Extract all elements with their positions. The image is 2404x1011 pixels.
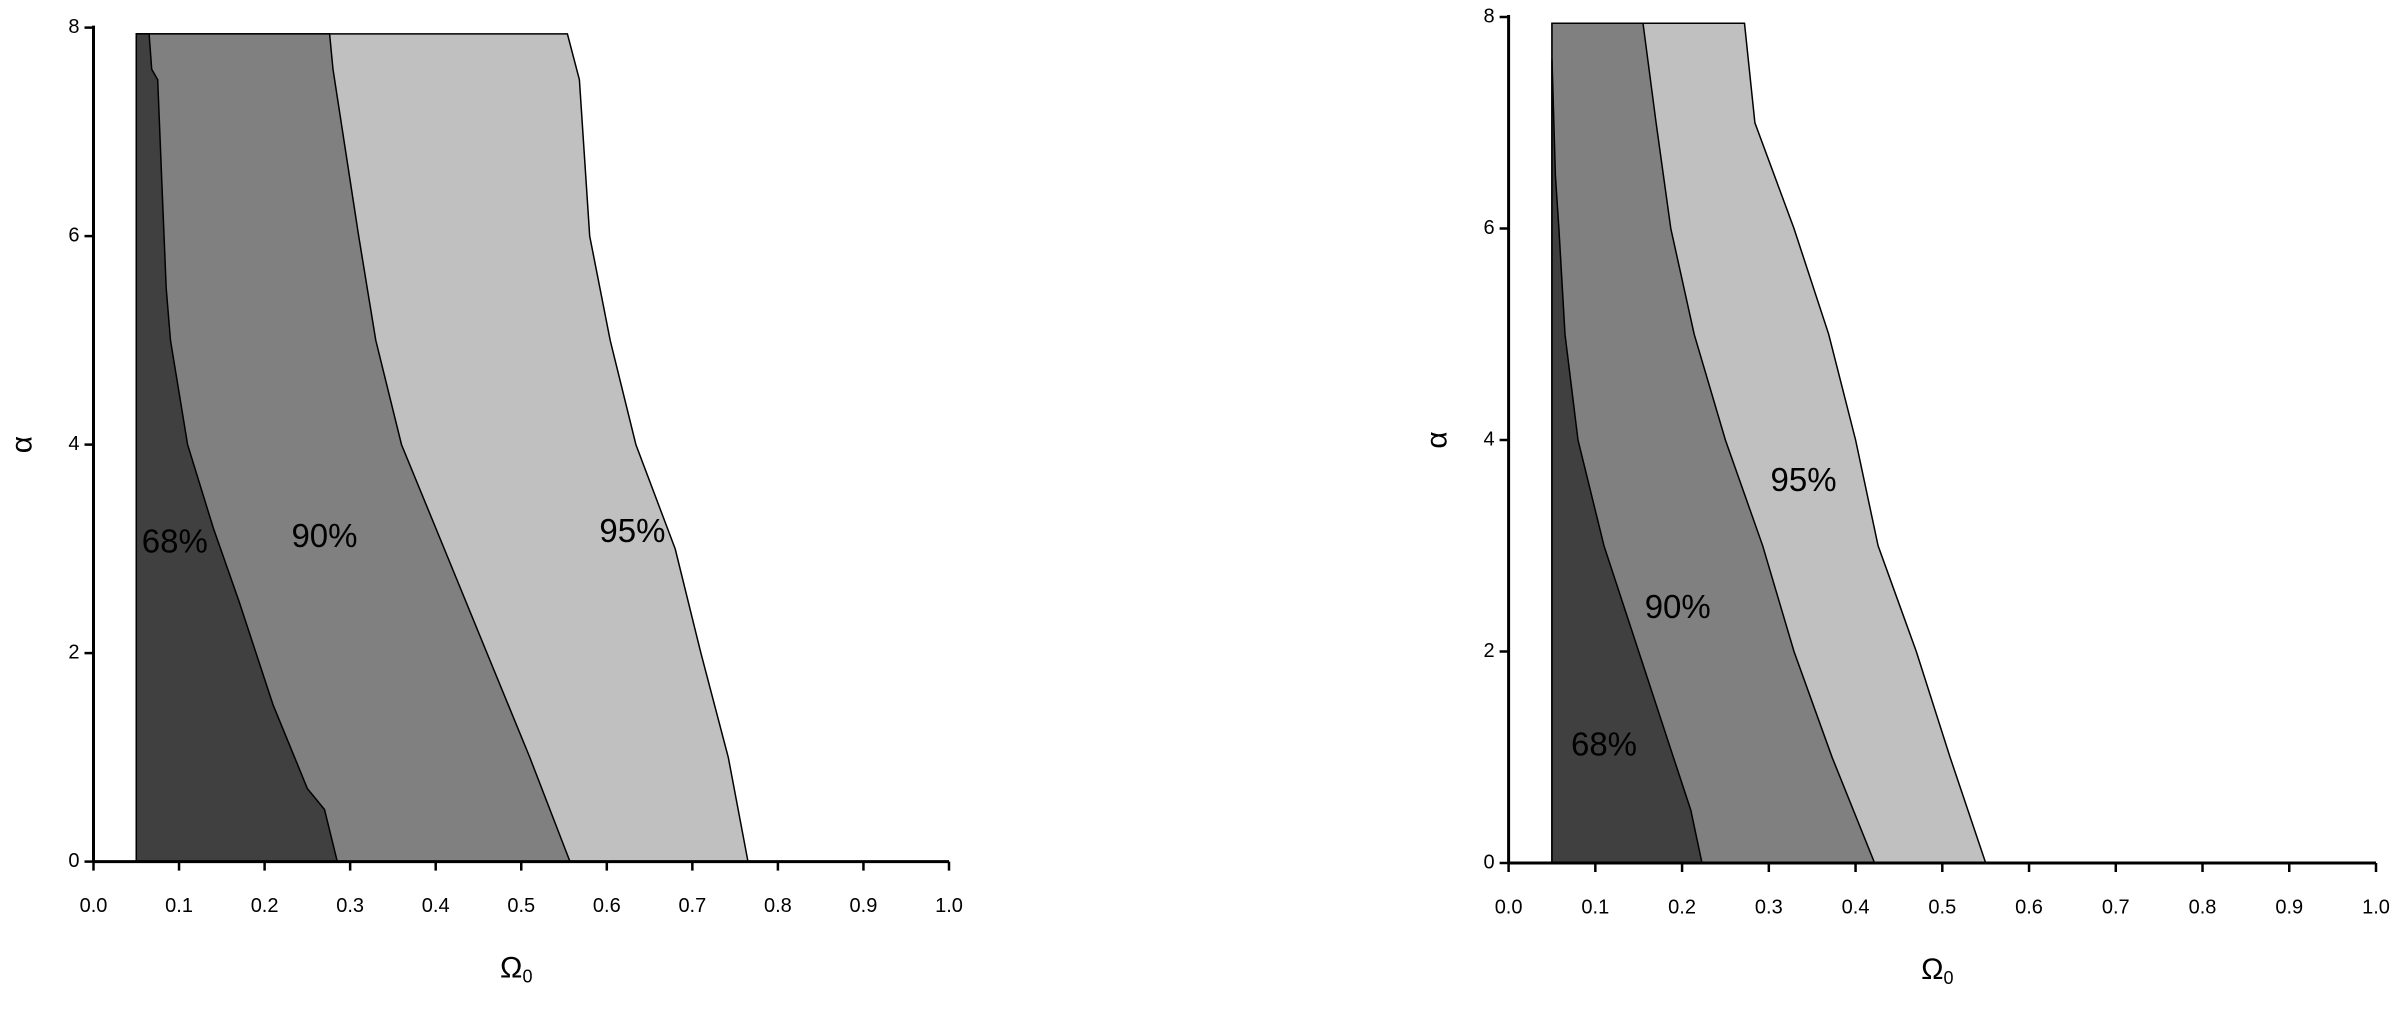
y-tick-label: 2 <box>68 641 79 663</box>
x-tick-label: 1.0 <box>935 895 963 917</box>
y-tick-label: 6 <box>1483 217 1494 239</box>
x-tick-label: 0.4 <box>422 895 450 917</box>
region-label: 90% <box>291 517 357 554</box>
x-tick-label: 0.5 <box>507 895 535 917</box>
region-label: 68% <box>1571 725 1637 762</box>
x-tick-label: 0.7 <box>2102 896 2130 918</box>
y-tick-label: 4 <box>68 433 79 455</box>
x-tick-label: 0.6 <box>2015 896 2043 918</box>
x-tick-label: 0.1 <box>1581 896 1609 918</box>
region-label: 95% <box>1770 461 1836 498</box>
x-axis-label-main: Ω <box>500 952 522 985</box>
x-tick-label: 0.9 <box>2275 896 2303 918</box>
x-tick-label: 0.8 <box>2189 896 2217 918</box>
y-tick-label: 0 <box>1483 851 1494 873</box>
x-tick-label: 0.7 <box>678 895 706 917</box>
x-tick-label: 0.0 <box>80 895 108 917</box>
y-tick-label: 6 <box>68 224 79 246</box>
x-tick-label: 0.3 <box>336 895 364 917</box>
x-tick-label: 0.4 <box>1842 896 1870 918</box>
x-tick-label: 0.9 <box>850 895 878 917</box>
region-label: 95% <box>599 512 665 549</box>
x-tick-label: 0.8 <box>764 895 792 917</box>
plot: 95% 90% 68% 0.0 0.1 0.2 0.3 0.4 0.5 0.6 0.7 0.8 0.9 1… <box>1421 5 2390 987</box>
confidence-region <box>135 33 339 863</box>
y-tick-label: 4 <box>1483 428 1494 450</box>
x-axis-label-sub: 0 <box>1944 968 1954 988</box>
x-axis-label: Ω0 <box>1921 953 1953 988</box>
y-tick-label: 8 <box>1483 5 1494 27</box>
x-tick-label: 0.6 <box>593 895 621 917</box>
plot: 95% 90% 68% 0.0 0.1 0.2 0.3 0.4 0.5 0.6 0.7 0.8 0.9 1… <box>5 16 962 986</box>
x-tick-label: 0.3 <box>1755 896 1783 918</box>
y-tick-label: 0 <box>68 850 79 872</box>
region-label: 90% <box>1645 588 1711 625</box>
x-tick-label: 1.0 <box>2362 896 2390 918</box>
confidence-region <box>1551 59 1703 864</box>
y-tick-label: 2 <box>1483 640 1494 662</box>
x-tick-label: 0.0 <box>1495 896 1523 918</box>
y-axis-label: α <box>5 436 38 453</box>
x-tick-label: 0.2 <box>251 895 279 917</box>
x-axis-label-sub: 0 <box>522 966 532 986</box>
y-axis-label: α <box>1421 431 1454 448</box>
x-tick-label: 0.1 <box>165 895 193 917</box>
region-label: 68% <box>142 522 208 559</box>
x-axis-label-main: Ω <box>1921 953 1943 986</box>
x-tick-label: 0.5 <box>1928 896 1956 918</box>
x-tick-label: 0.2 <box>1668 896 1696 918</box>
x-axis-label: Ω0 <box>500 952 532 987</box>
y-tick-label: 8 <box>68 16 79 38</box>
